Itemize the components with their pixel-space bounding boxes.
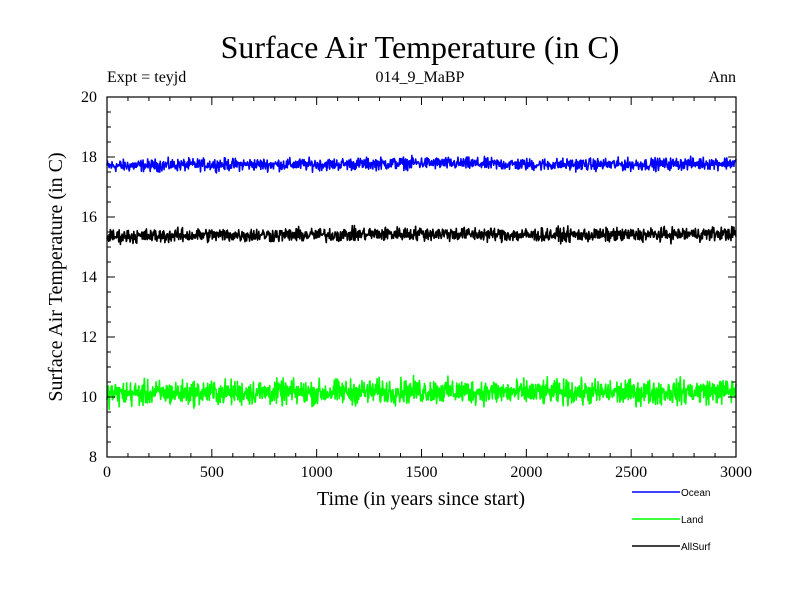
x-tick-label: 1500 bbox=[406, 464, 438, 481]
x-tick-label: 2500 bbox=[615, 464, 647, 481]
series-layer bbox=[106, 154, 737, 411]
axes-layer: 0 500 1000 1500 2000 2500 3000 8 10 12 14 16 18 20 bbox=[81, 89, 752, 481]
y-tick-label: 10 bbox=[81, 389, 97, 406]
legend: Ocean Land AllSurf bbox=[632, 488, 711, 553]
y-tick-label: 16 bbox=[81, 209, 97, 226]
chart-subtitle: 014_9_MaBP bbox=[376, 69, 465, 86]
series-line-land bbox=[106, 374, 737, 411]
x-tick-label: 3000 bbox=[720, 464, 752, 481]
x-tick-label: 500 bbox=[200, 464, 224, 481]
x-tick-label: 2000 bbox=[510, 464, 542, 481]
y-tick-label: 14 bbox=[81, 269, 97, 286]
series-line-allsurf bbox=[106, 224, 737, 246]
experiment-label: Expt = teyjd bbox=[107, 69, 186, 86]
x-axis-label: Time (in years since start) bbox=[317, 488, 525, 510]
chart-title: Surface Air Temperature (in C) bbox=[221, 29, 620, 65]
y-tick-label: 18 bbox=[81, 149, 97, 166]
legend-label-ocean: Ocean bbox=[681, 488, 710, 499]
y-axis-label: Surface Air Temperature (in C) bbox=[45, 152, 67, 401]
y-tick-label: 20 bbox=[81, 89, 97, 106]
legend-label-land: Land bbox=[681, 515, 703, 526]
x-tick-label: 0 bbox=[103, 464, 111, 481]
legend-label-allsurf: AllSurf bbox=[681, 542, 711, 553]
x-tick-label: 1000 bbox=[301, 464, 333, 481]
period-label: Ann bbox=[708, 69, 736, 86]
y-tick-label: 12 bbox=[81, 329, 97, 346]
series-line-ocean bbox=[106, 154, 737, 174]
y-tick-label: 8 bbox=[89, 449, 97, 466]
